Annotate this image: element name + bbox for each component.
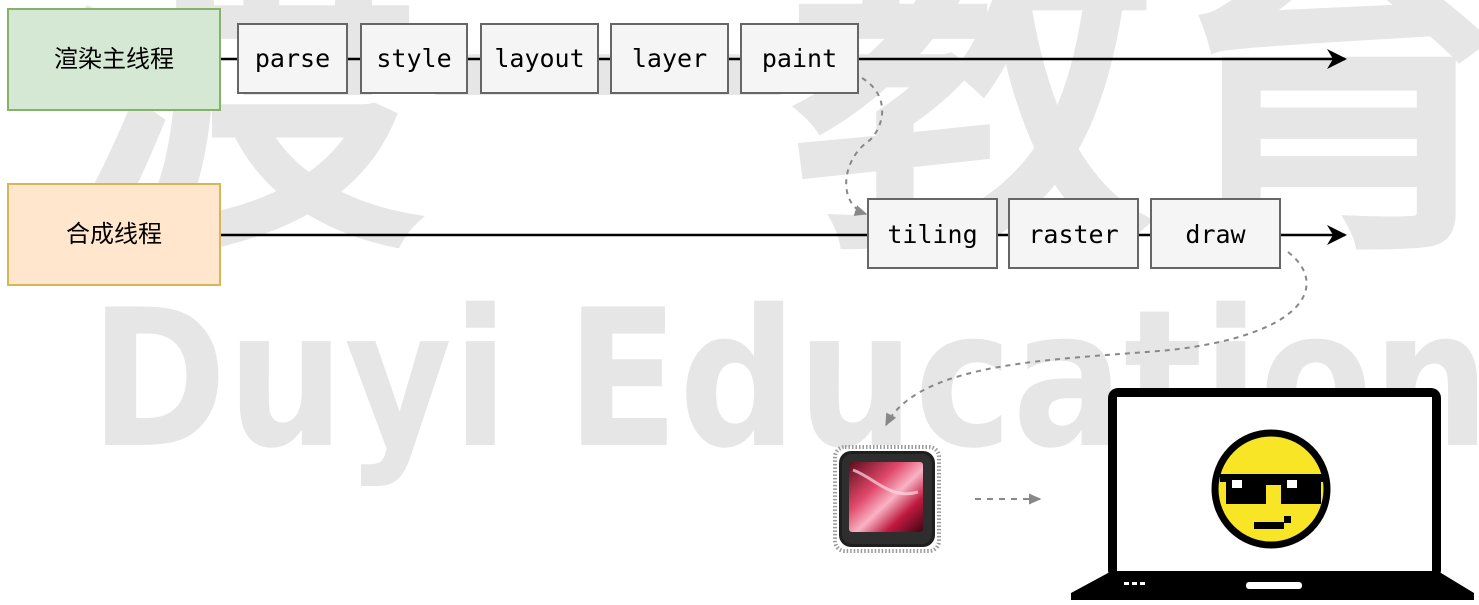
step-style: style bbox=[360, 23, 468, 94]
step-parse: parse bbox=[237, 23, 348, 94]
step-layer: layer bbox=[610, 23, 729, 94]
gpu-chip-icon bbox=[833, 445, 941, 553]
main-thread-label: 渲染主线程 bbox=[54, 45, 174, 73]
paint-to-tiling-dashed-arrow bbox=[845, 77, 884, 216]
step-parse-label: parse bbox=[255, 44, 330, 73]
step-raster: raster bbox=[1008, 198, 1139, 269]
step-draw: draw bbox=[1150, 198, 1281, 269]
step-raster-label: raster bbox=[1028, 220, 1118, 249]
step-style-label: style bbox=[376, 44, 451, 73]
compositor-thread-steps: tiling raster draw bbox=[867, 198, 1281, 269]
main-thread-rect bbox=[7, 8, 221, 111]
compositor-thread-label: 合成线程 bbox=[66, 220, 162, 248]
step-draw-label: draw bbox=[1185, 220, 1246, 249]
step-layer-label: layer bbox=[632, 44, 707, 73]
step-paint-label: paint bbox=[762, 44, 837, 73]
compositor-thread-rect bbox=[7, 183, 221, 286]
pixel-sunglasses-smiley-icon bbox=[1211, 429, 1331, 549]
step-layout: layout bbox=[480, 23, 599, 94]
draw-to-gpu-dashed-arrow bbox=[885, 251, 1308, 427]
main-thread-steps: parse style layout layer paint bbox=[237, 23, 859, 94]
step-tiling: tiling bbox=[867, 198, 998, 269]
step-tiling-label: tiling bbox=[887, 220, 977, 249]
step-layout-label: layout bbox=[494, 44, 584, 73]
main-thread-label-box: 渲染主线程 bbox=[7, 8, 221, 111]
step-paint: paint bbox=[740, 23, 859, 94]
compositor-thread-label-box: 合成线程 bbox=[7, 183, 221, 286]
